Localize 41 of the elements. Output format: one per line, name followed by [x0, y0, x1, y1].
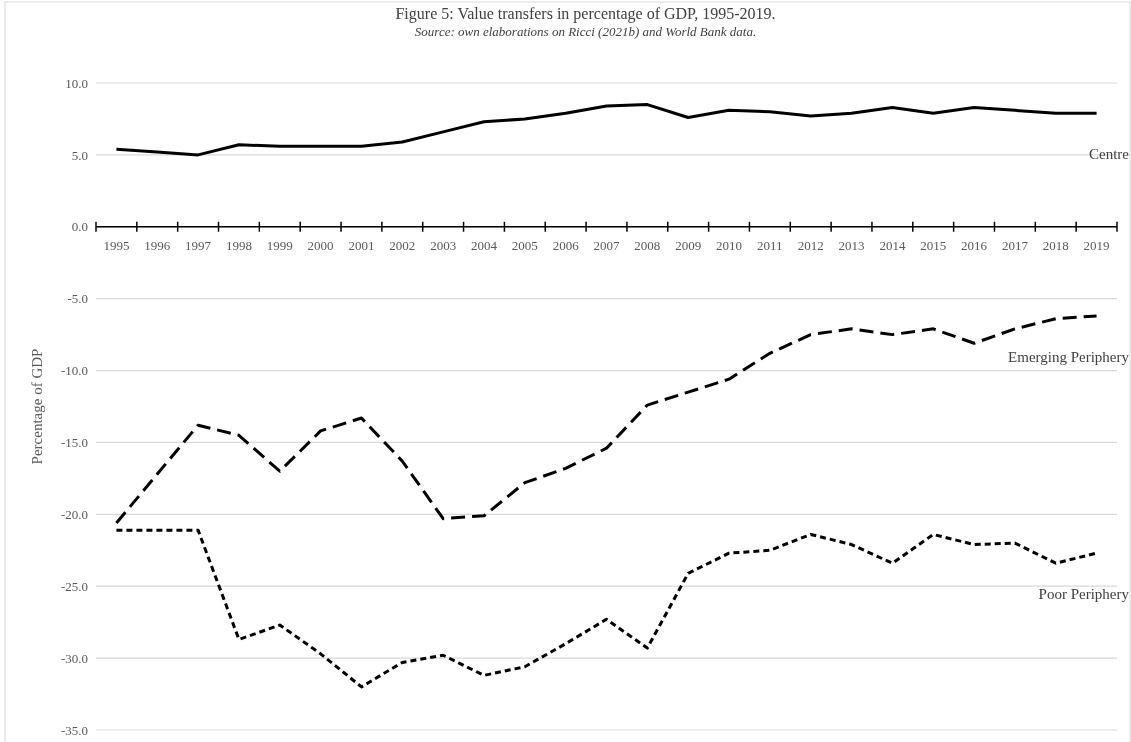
chart-subtitle: Source: own elaborations on Ricci (2021b) and World Bank data. [414, 24, 757, 39]
series-label: Emerging Periphery [1008, 348, 1130, 365]
x-tick-label: 2007 [593, 238, 620, 254]
x-tick-label: 2018 [1042, 238, 1069, 254]
x-tick-label: 1995 [103, 238, 130, 254]
text: Centre [1089, 146, 1130, 163]
x-tick-label: 2006 [552, 238, 580, 254]
x-tick-label: 1997 [185, 238, 212, 254]
x-tick-label: 2016 [961, 238, 988, 254]
x-tick-label: 2015 [920, 238, 947, 254]
x-tick-label: 2011 [757, 238, 783, 254]
x-tick-label: 2014 [879, 238, 906, 254]
x-tick-label: 2012 [797, 238, 824, 254]
y-tick-label: -25.0 [60, 578, 88, 594]
y-tick-label: 5.0 [71, 147, 88, 163]
x-tick-label: 2005 [511, 238, 538, 254]
y-tick-label: 10.0 [65, 75, 88, 91]
y-axis-title: Percentage of GDP [29, 348, 45, 465]
x-tick-label: 2019 [1083, 238, 1110, 254]
y-tick-label: -10.0 [60, 363, 88, 379]
chart-title: Figure 5: Value transfers in percentage of GDP, 1995-2019. [395, 5, 776, 23]
x-tick-label: 2010 [716, 238, 743, 254]
x-tick-label: 1999 [266, 238, 293, 254]
y-tick-label: -30.0 [60, 650, 88, 666]
x-tick-label: 2003 [430, 238, 457, 254]
x-tick-label: 2002 [389, 238, 416, 254]
y-tick-label: 0.0 [71, 219, 88, 235]
x-tick-label: 2013 [838, 238, 865, 254]
x-tick-label: 2008 [634, 238, 661, 254]
x-tick-label: 2001 [348, 238, 375, 254]
x-tick-label: 1998 [225, 238, 252, 254]
series-label: Poor Periphery [1038, 586, 1130, 603]
x-tick-label: 2000 [307, 238, 334, 254]
x-tick-label: 2017 [1001, 238, 1029, 254]
x-tick-label: 1996 [144, 238, 171, 254]
y-tick-label: -35.0 [60, 722, 88, 738]
y-tick-label: -5.0 [67, 291, 88, 307]
x-tick-label: 2004 [470, 238, 498, 254]
x-tick-label: 2009 [675, 238, 702, 254]
y-tick-label: -15.0 [60, 435, 88, 451]
y-tick-label: -20.0 [60, 506, 88, 522]
